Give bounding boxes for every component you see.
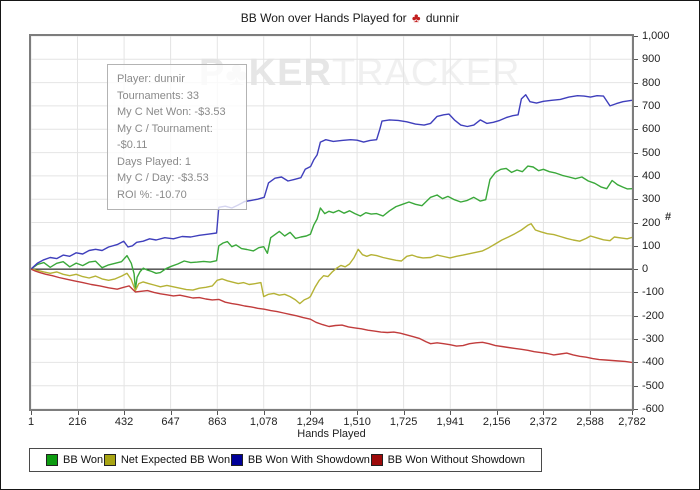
y-tick-label: 900 <box>642 53 661 66</box>
x-tick-label: 647 <box>161 416 180 428</box>
x-tick-label: 1,725 <box>389 416 418 428</box>
y-tick-mark <box>634 292 638 294</box>
legend-item-bb-won-with-showdown: BB Won With Showdown <box>230 454 370 466</box>
watermark-light-text: TRACKER <box>331 52 521 94</box>
y-tick-label: 200 <box>642 216 661 229</box>
club-suit-icon: ♣ <box>411 10 421 25</box>
series-line-bb-won <box>31 165 632 291</box>
y-tick-label: 100 <box>642 239 661 252</box>
y-tick-mark <box>634 36 638 37</box>
x-tick-label: 2,372 <box>529 416 558 428</box>
x-tick-label: 1,078 <box>249 416 278 428</box>
x-tick-mark <box>357 411 359 415</box>
legend-label: BB Won <box>63 454 104 466</box>
x-tick-label: 1 <box>27 416 35 428</box>
y-tick-mark <box>634 59 638 61</box>
y-tick-mark <box>634 175 638 177</box>
y-tick-mark <box>634 105 638 107</box>
x-tick-mark <box>632 411 633 415</box>
x-tick-label: 863 <box>208 416 227 428</box>
legend-label: BB Won Without Showdown <box>387 454 525 466</box>
y-tick-label: -600 <box>642 403 665 415</box>
x-tick-mark <box>496 411 498 415</box>
y-tick-mark <box>634 199 638 201</box>
y-tick-label: 300 <box>642 193 661 206</box>
y-tick-mark <box>634 385 638 387</box>
y-tick-mark <box>634 269 638 271</box>
y-tick-label: -200 <box>642 309 665 322</box>
chart-title-text: BB Won over Hands Played for <box>240 11 407 25</box>
legend-swatch-icon <box>103 454 116 466</box>
y-axis-unit-label: # <box>665 211 672 223</box>
y-tick-mark <box>634 152 638 154</box>
x-tick-mark <box>590 411 592 415</box>
x-tick-mark <box>217 411 219 415</box>
legend-item-bb-won-without-showdown: BB Won Without Showdown <box>370 454 525 466</box>
legend-item-net-expected-bb-won: Net Expected BB Won <box>103 454 231 466</box>
legend-label: Net Expected BB Won <box>120 454 231 466</box>
y-tick-mark <box>634 339 638 341</box>
x-tick-mark <box>263 411 265 415</box>
legend-swatch-icon <box>370 454 383 466</box>
legend-swatch-icon <box>230 454 243 466</box>
y-tick-label: 500 <box>642 146 661 159</box>
x-axis-title: Hands Played <box>297 428 366 440</box>
x-tick-label: 1,510 <box>343 416 371 428</box>
player-name: dunnir <box>425 11 460 25</box>
y-tick-mark <box>634 222 638 224</box>
y-tick-mark <box>634 129 638 131</box>
y-tick-label: -300 <box>642 333 665 346</box>
series-line-net-expected-bb-won <box>31 222 632 305</box>
plot-area: P♣KERTRACKER Player: dunnirTournaments: … <box>29 34 634 411</box>
stats-box: Player: dunnir Tournaments: 33 My C Net Wo… <box>107 64 247 210</box>
y-tick-mark <box>634 315 638 317</box>
y-tick-label: 1,000 <box>642 30 670 42</box>
x-tick-mark <box>310 411 312 415</box>
legend-swatch-icon <box>46 454 58 466</box>
chart-title: BB Won over Hands Played for ♣ dunnir <box>1 10 699 25</box>
x-tick-mark <box>170 411 172 415</box>
y-tick-mark <box>634 245 638 247</box>
y-tick-label: 0 <box>642 263 649 276</box>
x-tick-label: 216 <box>68 416 87 428</box>
legend-label: BB Won With Showdown <box>247 454 370 466</box>
x-tick-label: 1,294 <box>296 416 325 428</box>
stats-line: My C Net Won: -$3.53 <box>117 106 226 118</box>
y-tick-label: 700 <box>642 99 661 112</box>
x-tick-label: 2,588 <box>576 416 604 428</box>
legend-item-bb-won: BB Won <box>46 454 103 466</box>
y-tick-mark <box>634 409 638 410</box>
stats-line: Player: dunnir <box>117 73 185 85</box>
series-line-bb-won-with-showdown <box>31 94 632 270</box>
x-tick-label: 432 <box>114 416 134 428</box>
y-tick-label: -100 <box>642 286 665 299</box>
y-tick-label: 800 <box>642 76 661 89</box>
x-tick-mark <box>77 411 79 415</box>
stats-line: Days Played: 1 <box>117 155 191 168</box>
x-tick-label: 1,941 <box>436 416 465 428</box>
y-tick-mark <box>634 362 638 364</box>
y-tick-label: -500 <box>642 379 665 392</box>
series-line-bb-won-without-showdown <box>31 268 632 364</box>
stats-line: My C / Day: -$3.53 <box>117 172 209 184</box>
stats-line: ROI %: -10.70 <box>117 188 187 201</box>
stats-line: Tournaments: 33 <box>117 89 199 102</box>
x-tick-label: 2,782 <box>618 416 646 428</box>
stats-line: My C / Tournament: -$0.11 <box>117 122 213 152</box>
y-tick-mark <box>634 82 638 84</box>
x-tick-mark <box>403 411 405 415</box>
y-tick-label: 600 <box>642 123 661 136</box>
legend: BB Won Net Expected BB Won BB Won With Sho… <box>29 448 542 472</box>
x-tick-mark <box>450 411 452 415</box>
x-tick-mark <box>31 411 32 415</box>
y-tick-label: 400 <box>642 169 661 182</box>
x-tick-mark <box>124 411 126 415</box>
y-tick-label: -400 <box>642 356 665 369</box>
x-tick-mark <box>543 411 545 415</box>
x-tick-label: 2,156 <box>482 416 511 428</box>
